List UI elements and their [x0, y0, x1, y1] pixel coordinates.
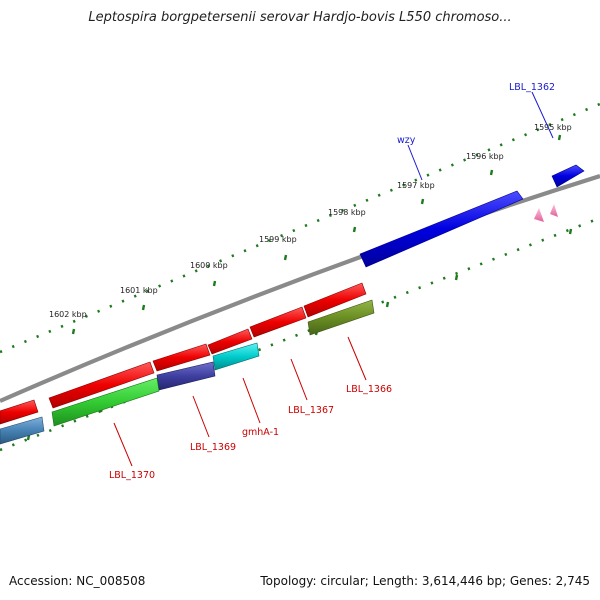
leader-lbl-1370 [113, 422, 133, 467]
label-lbl-1367: LBL_1367 [288, 405, 334, 416]
gene-lbl-1370-arrow [48, 361, 155, 409]
leader-lbl-1367 [290, 358, 308, 401]
gene-edge-red-arrow [0, 399, 39, 425]
major-tick-1597 [420, 198, 425, 205]
leader-gmha-1 [242, 377, 261, 424]
gene-lbl-1367-arrow [249, 306, 307, 338]
outer-tick-ring [0, 102, 600, 354]
cog-bar-edge [0, 416, 45, 445]
kbp-label-1601: 1601 kbp [120, 286, 158, 295]
major-tick-1600 [212, 280, 217, 287]
label-lbl-1369: LBL_1369 [190, 442, 236, 453]
kbp-label-1597: 1597 kbp [397, 181, 435, 190]
chromosome-backbone [0, 173, 600, 403]
kbp-labels: 1595 kbp 1596 kbp 1597 kbp 1598 kbp 1599… [49, 123, 572, 319]
major-tick-1602 [71, 328, 76, 335]
trna-marker-2 [550, 204, 558, 217]
trna-marker-1 [534, 208, 544, 222]
kbp-label-1600: 1600 kbp [190, 261, 228, 270]
leader-lbl-1369 [192, 395, 210, 438]
kbp-label-1596: 1596 kbp [466, 152, 504, 161]
gene-gmha-1-arrow [207, 328, 253, 355]
major-tick-1599 [283, 254, 288, 261]
label-gmha-1: gmhA-1 [242, 427, 279, 438]
major-tick-1595 [557, 134, 562, 141]
cog-bar-lbl-1370 [51, 377, 160, 427]
major-tick-1596 [489, 169, 494, 176]
label-leaders [113, 91, 554, 467]
topology-info: Topology: circular; Length: 3,614,446 bp… [260, 574, 590, 588]
leader-lbl-1362 [531, 91, 554, 139]
label-lbl-1370: LBL_1370 [109, 470, 155, 481]
label-lbl-1362: LBL_1362 [509, 82, 555, 93]
forward-strand-genes [359, 164, 585, 268]
major-tick-1598 [352, 226, 357, 233]
inner-major-tick-8 [26, 434, 31, 441]
inner-major-tick-1 [568, 228, 573, 235]
gene-wzy-arrow [359, 190, 524, 268]
gene-lbl-1362-arrow [551, 164, 585, 188]
chromosome-title: Leptospira borgpetersenii serovar Hardjo… [88, 10, 512, 25]
gene-lbl-1366-arrow [303, 282, 367, 318]
gene-lbl-1369-arrow [152, 343, 211, 372]
kbp-label-1595: 1595 kbp [534, 123, 572, 132]
inner-major-tick-2 [454, 274, 459, 281]
leader-lbl-1366 [347, 336, 367, 381]
kbp-label-1599: 1599 kbp [259, 235, 297, 244]
cog-bar-lbl-1366 [307, 299, 375, 336]
kbp-label-1602: 1602 kbp [49, 310, 87, 319]
leader-wzy [407, 144, 423, 181]
gene-labels: LBL_1362 wzy LBL_1366 LBL_1367 gmhA-1 LB… [109, 82, 555, 481]
label-wzy: wzy [397, 135, 416, 146]
label-lbl-1366: LBL_1366 [346, 384, 392, 395]
major-tick-1601 [141, 304, 146, 311]
cog-bar-gmha-1 [212, 342, 260, 371]
inner-major-tick-3 [385, 301, 390, 308]
cog-category-track [0, 299, 375, 445]
kbp-label-1598: 1598 kbp [328, 208, 366, 217]
accession-info: Accession: NC_008508 [9, 574, 146, 588]
reverse-strand-genes [0, 282, 367, 425]
